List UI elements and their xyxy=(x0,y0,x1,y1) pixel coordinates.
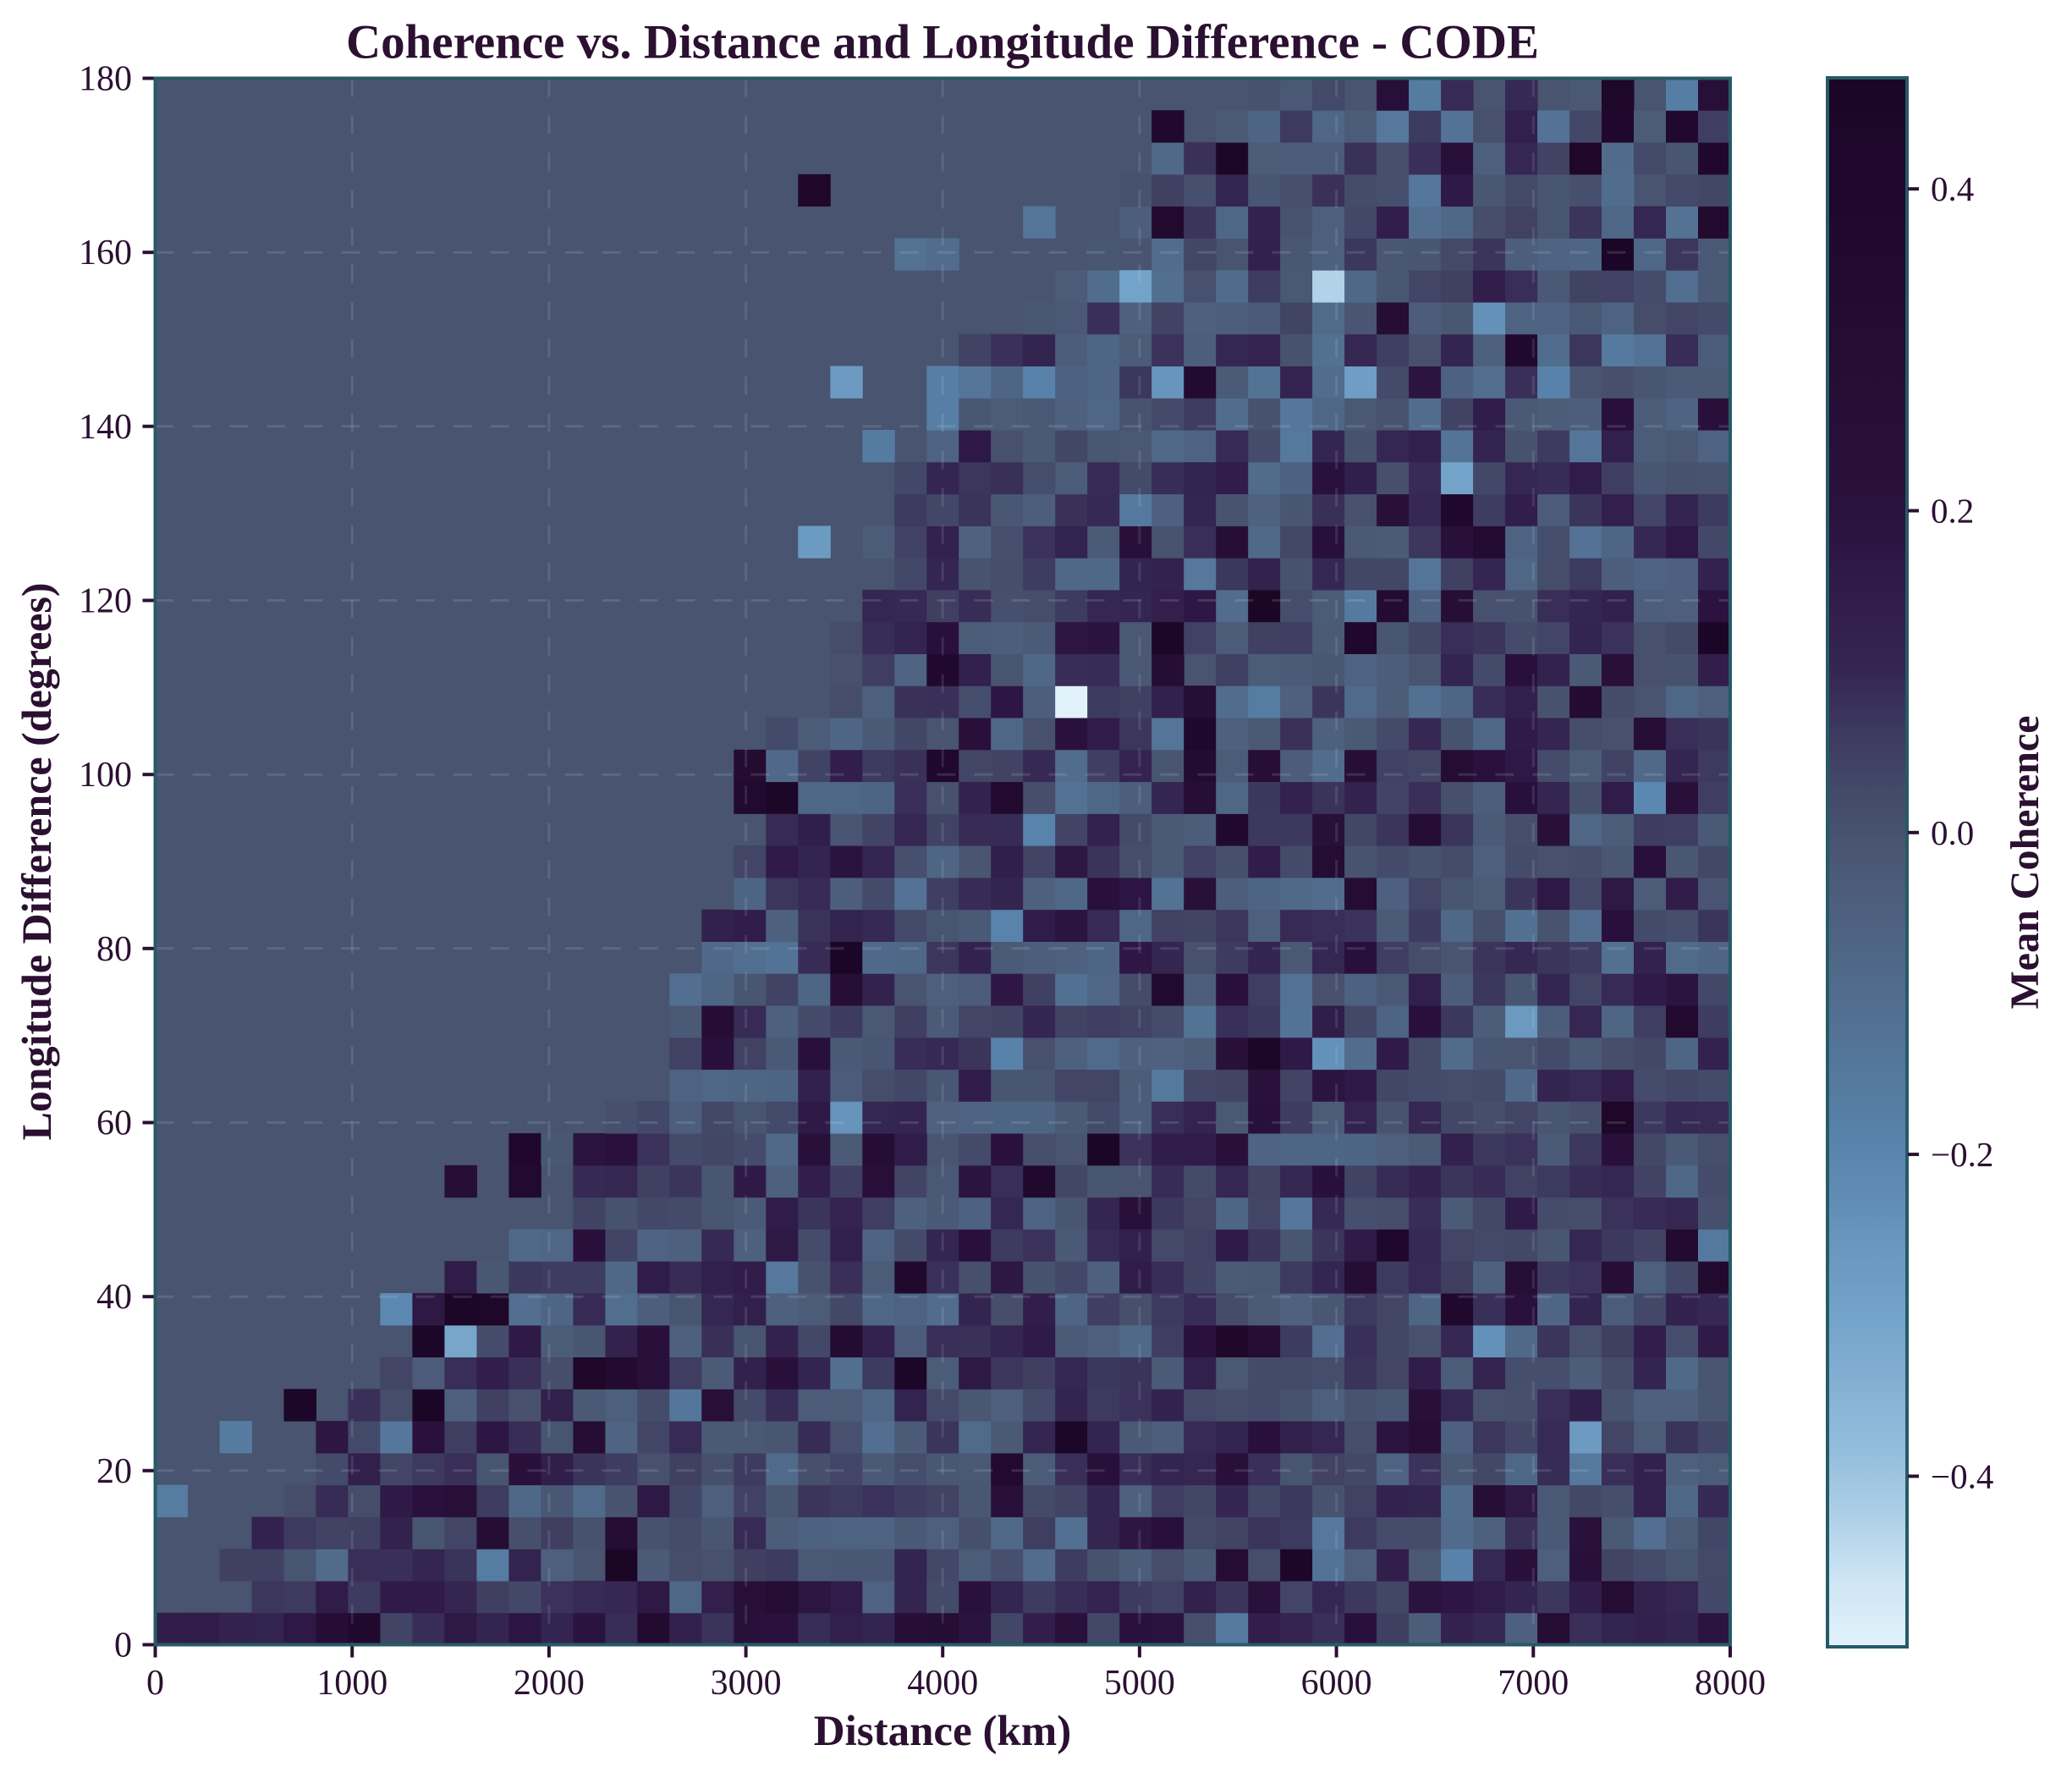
svg-text:5000: 5000 xyxy=(1104,1664,1175,1703)
svg-text:1000: 1000 xyxy=(316,1664,387,1703)
svg-text:Coherence vs. Distance and Lon: Coherence vs. Distance and Longitude Dif… xyxy=(346,16,1539,69)
svg-text:60: 60 xyxy=(96,1104,132,1143)
svg-text:0.4: 0.4 xyxy=(1931,169,1974,208)
svg-text:3000: 3000 xyxy=(711,1664,782,1703)
svg-text:20: 20 xyxy=(96,1452,132,1491)
svg-text:−0.2: −0.2 xyxy=(1931,1135,1993,1174)
svg-text:Longitude Difference (degrees): Longitude Difference (degrees) xyxy=(13,582,60,1140)
svg-text:7000: 7000 xyxy=(1498,1664,1569,1703)
svg-text:0.0: 0.0 xyxy=(1931,813,1974,852)
svg-text:140: 140 xyxy=(79,408,132,447)
svg-text:6000: 6000 xyxy=(1301,1664,1372,1703)
svg-text:100: 100 xyxy=(79,756,132,795)
svg-text:Mean Coherence: Mean Coherence xyxy=(2003,715,2047,1009)
svg-text:Distance (km): Distance (km) xyxy=(814,1708,1072,1755)
svg-text:40: 40 xyxy=(96,1278,132,1317)
svg-text:0: 0 xyxy=(146,1664,164,1703)
svg-text:−0.4: −0.4 xyxy=(1931,1456,1993,1495)
svg-text:2000: 2000 xyxy=(514,1664,585,1703)
svg-text:160: 160 xyxy=(79,234,132,272)
svg-text:8000: 8000 xyxy=(1695,1664,1766,1703)
svg-text:0.2: 0.2 xyxy=(1931,492,1974,531)
svg-text:120: 120 xyxy=(79,582,132,621)
svg-text:80: 80 xyxy=(96,930,132,969)
svg-text:0: 0 xyxy=(114,1627,132,1665)
svg-text:180: 180 xyxy=(79,60,132,99)
svg-text:4000: 4000 xyxy=(907,1664,978,1703)
